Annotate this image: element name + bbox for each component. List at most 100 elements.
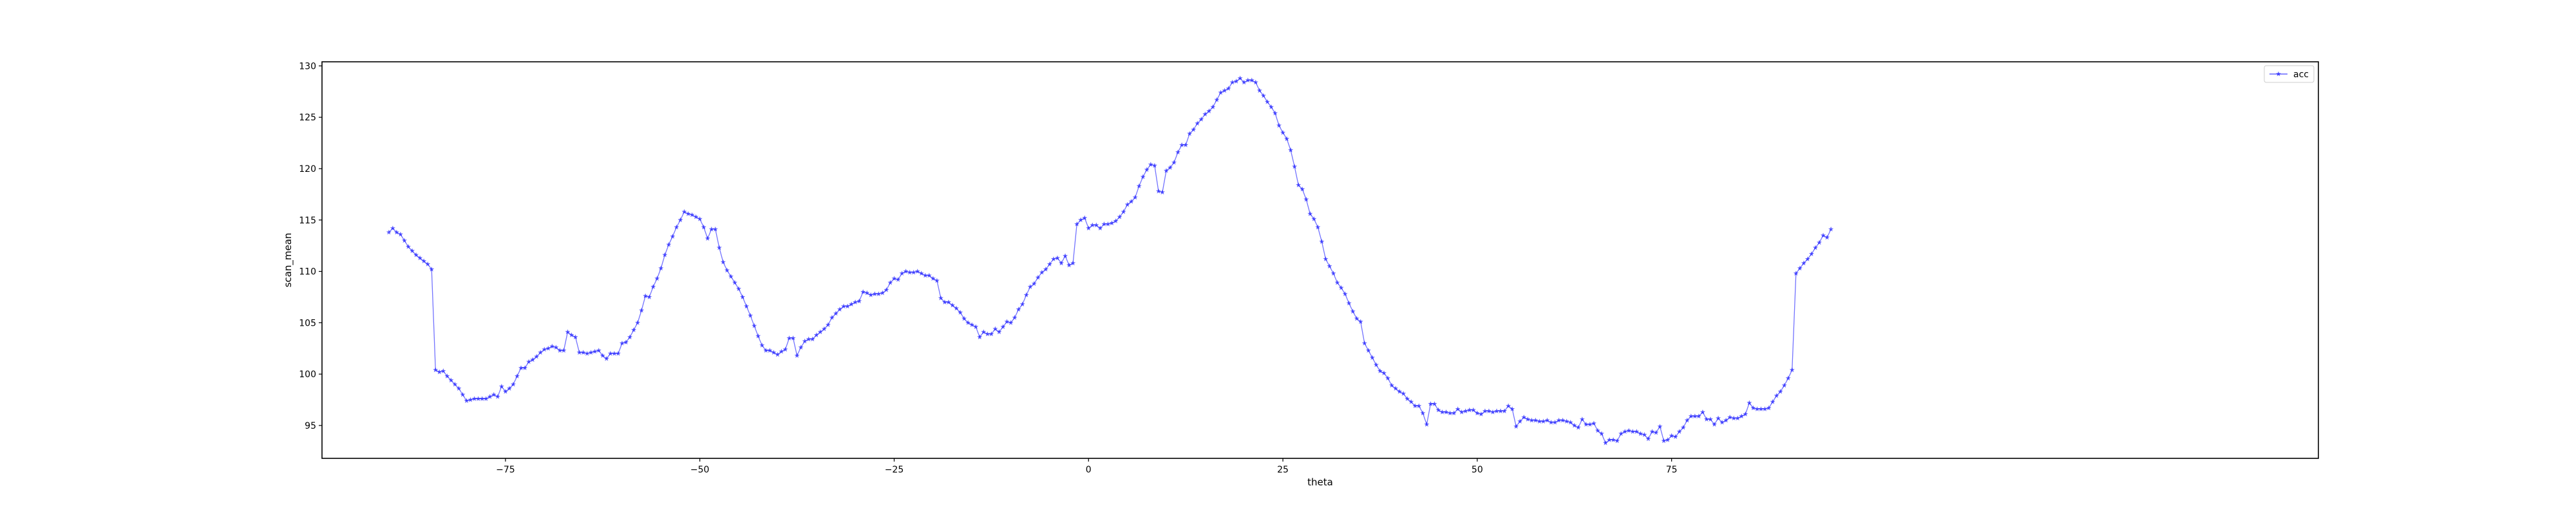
data-point: [635, 320, 641, 325]
data-point: [487, 394, 493, 399]
data-point: [390, 225, 395, 230]
data-point: [1420, 410, 1426, 416]
data-point: [401, 238, 407, 243]
data-point: [1226, 86, 1231, 91]
data-point: [1179, 142, 1185, 147]
data-point: [654, 276, 660, 281]
data-point: [1708, 417, 1713, 422]
data-point: [1537, 418, 1542, 424]
series-layer: [386, 75, 1834, 445]
data-point: [1571, 422, 1577, 428]
data-point: [471, 396, 477, 401]
y-tick-label: 130: [299, 61, 316, 71]
data-point: [973, 324, 979, 330]
data-point: [456, 386, 462, 391]
data-point: [1113, 218, 1119, 223]
data-point: [1059, 260, 1065, 266]
data-point: [1750, 405, 1756, 411]
data-point: [413, 252, 419, 258]
data-point: [1039, 269, 1045, 275]
data-point: [1672, 434, 1678, 439]
data-point: [1665, 437, 1671, 442]
data-point: [650, 284, 656, 289]
data-point: [1817, 239, 1822, 245]
data-point: [1824, 234, 1830, 240]
data-point: [576, 350, 582, 355]
data-point: [1529, 417, 1535, 423]
data-point: [1680, 424, 1686, 430]
data-point: [1050, 256, 1056, 261]
data-point: [813, 332, 819, 337]
data-point: [1517, 418, 1523, 424]
data-point: [1397, 389, 1403, 394]
data-point: [1688, 413, 1694, 418]
data-point: [891, 276, 897, 281]
data-point: [767, 348, 773, 353]
y-tick-label: 95: [305, 421, 316, 431]
data-point: [448, 377, 454, 383]
data-point: [1676, 429, 1682, 434]
data-point: [483, 396, 489, 401]
data-point: [744, 303, 750, 309]
data-point: [1358, 319, 1363, 324]
data-point: [884, 287, 889, 292]
data-point: [421, 258, 427, 263]
data-point: [1109, 220, 1115, 225]
data-point: [1031, 281, 1037, 286]
data-point: [1591, 420, 1596, 426]
data-point: [1657, 424, 1663, 429]
data-point: [1451, 410, 1457, 416]
data-point: [1012, 315, 1018, 320]
data-point: [1214, 97, 1220, 102]
data-point: [911, 269, 916, 275]
data-point: [1435, 407, 1441, 413]
data-point: [763, 348, 769, 353]
data-point: [1747, 400, 1752, 406]
data-point: [775, 351, 781, 357]
data-point: [977, 334, 983, 340]
data-point: [938, 295, 943, 301]
data-point: [1575, 424, 1581, 430]
data-point: [1474, 410, 1480, 416]
data-point: [872, 291, 878, 297]
data-point: [728, 274, 734, 279]
data-point: [907, 269, 913, 275]
data-point: [584, 351, 590, 356]
data-point: [1023, 292, 1029, 297]
data-point: [1703, 417, 1709, 422]
data-point: [821, 326, 827, 332]
data-point: [1361, 341, 1367, 346]
data-point: [410, 248, 415, 254]
data-point: [1000, 324, 1006, 330]
data-point: [1731, 415, 1737, 421]
data-point: [666, 241, 672, 247]
data-point: [837, 306, 842, 312]
data-point: [1132, 194, 1138, 200]
data-point: [697, 216, 703, 221]
data-point: [1712, 422, 1718, 427]
data-point: [1540, 418, 1546, 424]
data-point: [1556, 417, 1562, 423]
data-point: [1552, 419, 1558, 425]
data-point: [1603, 440, 1609, 445]
data-point: [1525, 417, 1531, 422]
data-point: [786, 335, 792, 341]
data-point: [1272, 110, 1278, 116]
data-point: [518, 365, 524, 370]
data-point: [1432, 401, 1437, 406]
data-point: [561, 348, 567, 353]
data-point: [662, 252, 668, 258]
data-point: [1478, 411, 1484, 417]
data-point: [1202, 111, 1208, 117]
data-point: [1101, 221, 1107, 227]
data-point: [1046, 261, 1052, 267]
data-point: [779, 348, 784, 354]
data-point: [1117, 214, 1122, 220]
data-point: [853, 299, 858, 304]
data-point: [1607, 437, 1613, 442]
data-point: [1804, 256, 1810, 261]
data-point: [1144, 167, 1150, 172]
legend-frame: [2264, 65, 2315, 83]
data-point: [397, 231, 403, 237]
data-point: [845, 303, 851, 309]
